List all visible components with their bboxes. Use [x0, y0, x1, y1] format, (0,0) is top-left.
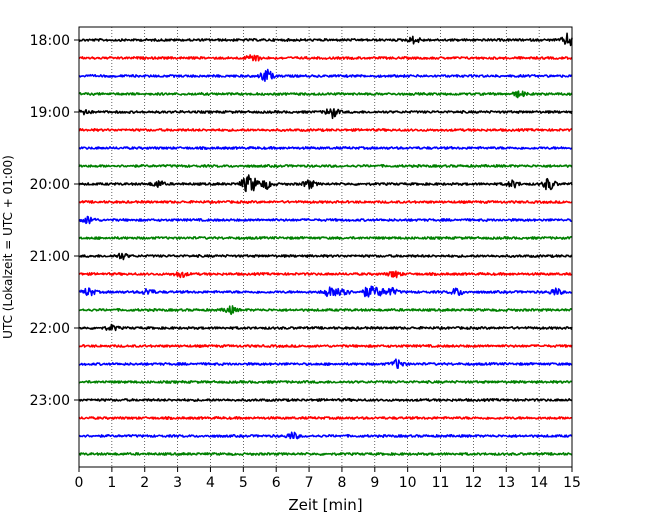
x-tick-label: 13 — [497, 475, 515, 491]
plot-frame — [78, 26, 573, 468]
trace-line — [78, 235, 573, 240]
x-tick-label: 14 — [530, 475, 548, 491]
x-tick-label: 8 — [337, 475, 346, 491]
x-axis-label: Zeit [min] — [288, 496, 362, 514]
trace-line — [78, 215, 573, 225]
y-tick-label: 20:00 — [30, 177, 70, 193]
trace-line — [78, 252, 573, 261]
y-axis-label: UTC (Lokalzeit = UTC + 01:00) — [1, 155, 15, 339]
vertical-grid — [111, 27, 540, 467]
trace-group — [78, 32, 573, 456]
x-tick-label: 10 — [399, 475, 417, 491]
trace-line — [78, 108, 573, 120]
trace-line — [78, 358, 573, 369]
x-axis-ticks: 0 1 2 3 4 5 6 7 8 9 10 11 12 13 14 15 — [75, 467, 581, 491]
y-tick-label: 23:00 — [30, 393, 70, 409]
trace-line — [78, 323, 573, 332]
trace-line — [78, 431, 573, 440]
trace-line — [78, 452, 573, 456]
trace-line — [78, 163, 573, 169]
trace-line — [78, 379, 573, 384]
trace-line — [78, 32, 573, 47]
x-tick-label: 4 — [206, 475, 215, 491]
trace-line — [78, 415, 573, 421]
x-tick-label: 9 — [370, 475, 379, 491]
y-axis-ticks: 18:00 19:00 20:00 21:00 22:00 23:00 — [30, 33, 79, 409]
x-tick-label: 6 — [272, 475, 281, 491]
x-tick-label: 15 — [563, 475, 581, 491]
x-tick-label: 0 — [75, 475, 84, 491]
x-tick-label: 12 — [464, 475, 482, 491]
y-tick-label: 21:00 — [30, 249, 70, 265]
trace-line — [78, 54, 573, 62]
x-tick-label: 3 — [173, 475, 182, 491]
trace-line — [78, 200, 573, 205]
y-tick-label: 18:00 — [30, 33, 70, 49]
y-tick-label: 19:00 — [30, 105, 70, 121]
trace-line — [78, 305, 573, 316]
x-tick-label: 7 — [305, 475, 314, 491]
trace-line — [78, 68, 573, 82]
trace-line — [78, 270, 573, 279]
x-tick-label: 1 — [107, 475, 116, 491]
trace-line — [78, 344, 573, 349]
trace-line — [78, 90, 573, 99]
trace-line — [78, 128, 573, 133]
x-tick-label: 11 — [432, 475, 450, 491]
trace-line — [78, 145, 573, 151]
trace-line — [78, 174, 573, 193]
trace-line — [78, 285, 573, 298]
y-tick-label: 22:00 — [30, 321, 70, 337]
x-tick-label: 5 — [239, 475, 248, 491]
plot-background — [79, 27, 572, 467]
trace-line — [78, 398, 573, 403]
x-tick-label: 2 — [140, 475, 149, 491]
